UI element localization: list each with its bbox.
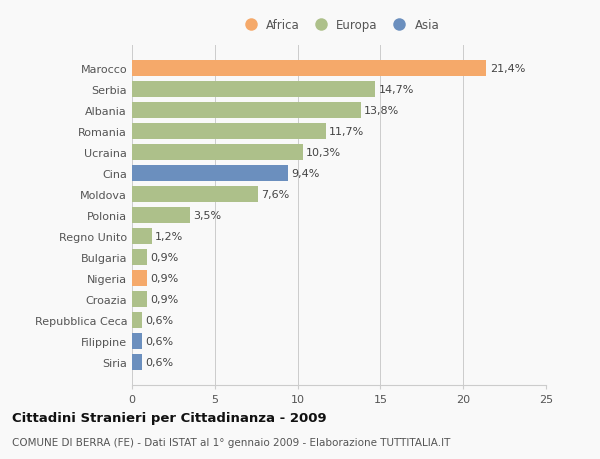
Bar (132, 250, 147, 265)
Text: 9,4%: 9,4% (291, 169, 319, 179)
Text: 1,2%: 1,2% (155, 232, 184, 241)
Text: 0,6%: 0,6% (145, 336, 173, 347)
Legend: Africa, Europa, Asia: Africa, Europa, Asia (234, 14, 444, 37)
Bar (132, 166, 287, 182)
Bar (132, 124, 326, 140)
Bar (132, 271, 147, 286)
Bar (132, 354, 142, 370)
Text: 13,8%: 13,8% (364, 106, 399, 116)
Text: 11,7%: 11,7% (329, 127, 364, 137)
Text: 0,9%: 0,9% (150, 252, 178, 263)
Text: 14,7%: 14,7% (379, 85, 414, 95)
Bar (132, 145, 302, 161)
Text: 0,9%: 0,9% (150, 274, 178, 284)
Text: Cittadini Stranieri per Cittadinanza - 2009: Cittadini Stranieri per Cittadinanza - 2… (12, 412, 326, 425)
Bar (132, 82, 376, 98)
Bar (132, 208, 190, 224)
Bar (132, 103, 361, 119)
Bar (132, 229, 152, 245)
Bar (132, 291, 147, 308)
Text: 10,3%: 10,3% (306, 148, 341, 158)
Bar (132, 313, 142, 328)
Text: COMUNE DI BERRA (FE) - Dati ISTAT al 1° gennaio 2009 - Elaborazione TUTTITALIA.I: COMUNE DI BERRA (FE) - Dati ISTAT al 1° … (12, 437, 451, 448)
Bar (132, 187, 258, 202)
Text: 0,6%: 0,6% (145, 315, 173, 325)
Text: 0,6%: 0,6% (145, 357, 173, 367)
Text: 21,4%: 21,4% (490, 64, 525, 74)
Bar (132, 62, 487, 77)
Text: 7,6%: 7,6% (261, 190, 289, 200)
Text: 0,9%: 0,9% (150, 295, 178, 304)
Bar (132, 334, 142, 349)
Text: 3,5%: 3,5% (193, 211, 221, 221)
